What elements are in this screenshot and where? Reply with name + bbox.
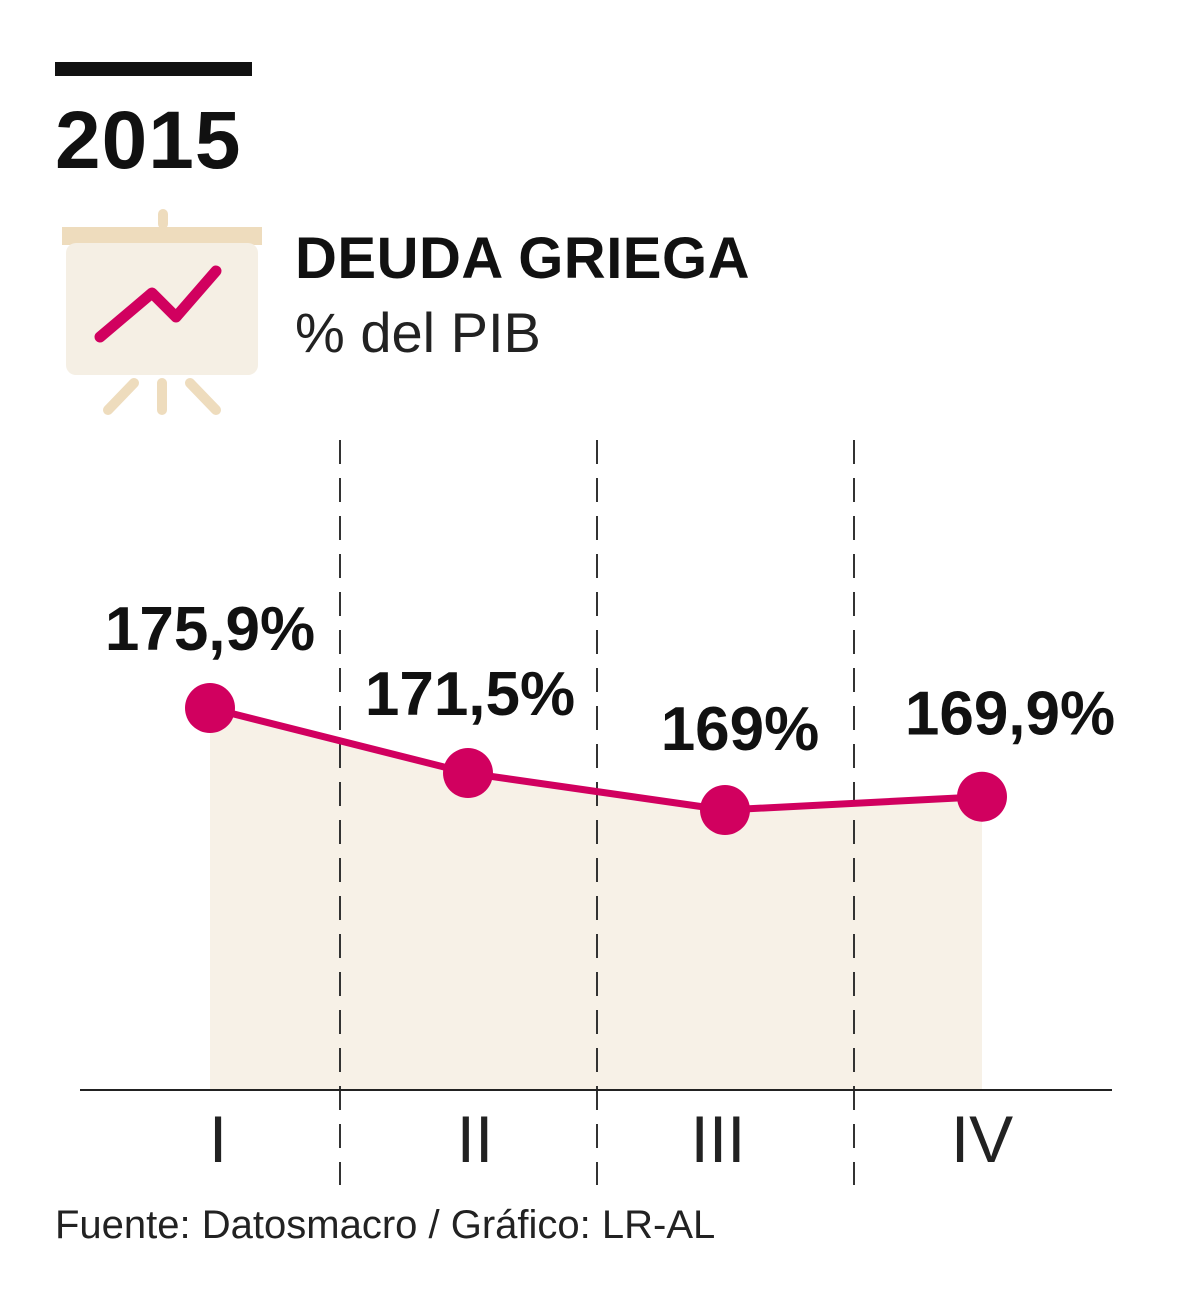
data-point-IV [957,771,1007,822]
icon-leg-left [103,378,139,415]
data-label-IV: 169,9% [905,680,1115,749]
x-tick-label-IV: IV [951,1102,1013,1176]
presentation-chart-icon [60,205,265,420]
icon-board-rail [62,227,262,245]
top-rule [55,62,252,76]
data-label-II: 171,5% [365,660,575,729]
data-point-II [443,748,493,799]
x-tick-label-I: I [209,1102,227,1176]
source-note: Fuente: Datosmacro / Gráfico: LR-AL [55,1203,716,1247]
data-label-I: 175,9% [105,595,315,664]
x-tick-label-III: III [690,1102,745,1176]
data-point-III [700,785,750,835]
data-point-I [185,683,235,733]
x-tick-label-II: II [457,1102,494,1176]
chart-subtitle: % del PIB [295,301,541,364]
icon-trend-line [94,265,222,343]
icon-easel-top [158,209,168,229]
icon-leg-right [185,378,221,415]
year-label: 2015 [55,95,242,186]
chart-title: DEUDA GRIEGA [295,226,750,291]
presentation-chart-icon-svg [62,209,262,415]
series-line [206,704,986,814]
data-label-III: 169% [661,695,820,764]
